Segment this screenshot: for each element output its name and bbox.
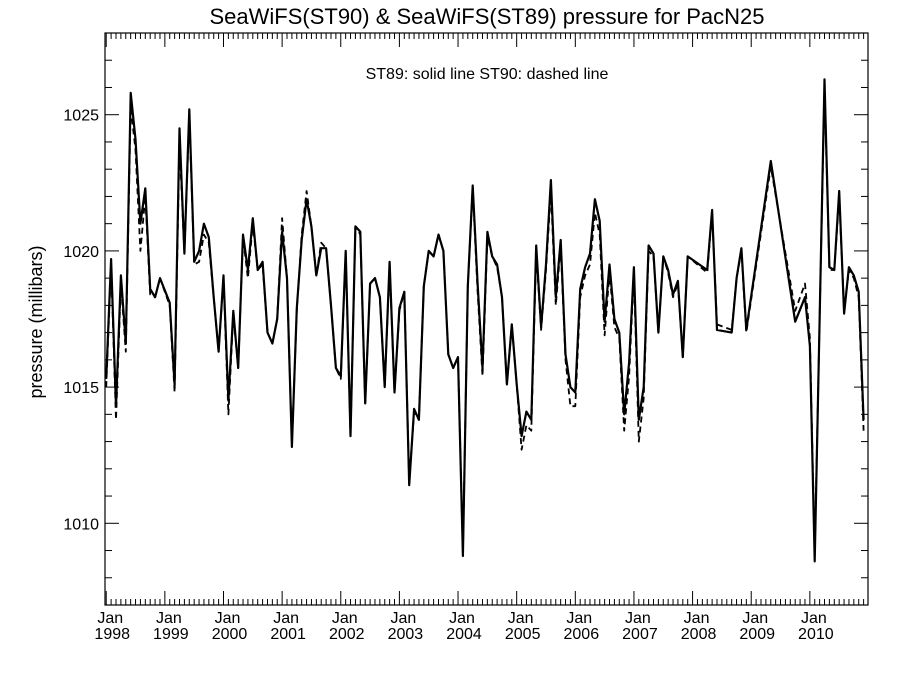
x-tick-year-label: 2000 bbox=[212, 626, 248, 643]
plot-frame bbox=[104, 32, 869, 606]
y-tick-label: 1020 bbox=[63, 244, 99, 261]
x-tick-year-label: 1998 bbox=[94, 626, 130, 643]
y-tick-label: 1015 bbox=[63, 380, 99, 397]
y-tick-label: 1010 bbox=[63, 516, 99, 533]
x-tick-month-label: Jan bbox=[625, 610, 651, 627]
y-tick-label: 1025 bbox=[63, 108, 99, 125]
x-tick-month-label: Jan bbox=[801, 610, 827, 627]
y-axis-label: pressure (millibars) bbox=[26, 245, 46, 398]
x-tick-year-label: 2002 bbox=[329, 626, 365, 643]
x-tick-year-label: 2005 bbox=[505, 626, 541, 643]
x-tick-year-label: 2010 bbox=[798, 626, 834, 643]
x-tick-year-label: 2003 bbox=[388, 626, 424, 643]
x-tick-year-label: 2001 bbox=[270, 626, 306, 643]
x-tick-year-label: 2008 bbox=[681, 626, 717, 643]
y-axis: 1010 1015 1020 1025 bbox=[63, 32, 868, 606]
series-line-st89 bbox=[105, 78, 865, 563]
x-tick-month-label: Jan bbox=[566, 610, 592, 627]
x-axis: Jan1998Jan1999Jan2000Jan2001Jan2002Jan20… bbox=[94, 33, 865, 643]
x-tick-month-label: Jan bbox=[273, 610, 299, 627]
x-tick-month-label: Jan bbox=[449, 610, 475, 627]
series-layer bbox=[105, 78, 865, 563]
x-tick-month-label: Jan bbox=[156, 610, 182, 627]
x-tick-year-label: 1999 bbox=[153, 626, 189, 643]
x-tick-month-label: Jan bbox=[391, 610, 417, 627]
x-tick-year-label: 2009 bbox=[739, 626, 775, 643]
x-tick-month-label: Jan bbox=[97, 610, 123, 627]
x-tick-month-label: Jan bbox=[684, 610, 710, 627]
chart-title: SeaWiFS(ST90) & SeaWiFS(ST89) pressure f… bbox=[209, 4, 764, 29]
x-tick-month-label: Jan bbox=[215, 610, 241, 627]
x-tick-year-label: 2004 bbox=[446, 626, 482, 643]
line-style-legend: ST89: solid line ST90: dashed line bbox=[366, 66, 609, 83]
x-tick-month-label: Jan bbox=[332, 610, 358, 627]
x-tick-month-label: Jan bbox=[742, 610, 768, 627]
x-tick-year-label: 2007 bbox=[622, 626, 658, 643]
x-tick-year-label: 2006 bbox=[564, 626, 600, 643]
x-tick-month-label: Jan bbox=[508, 610, 534, 627]
